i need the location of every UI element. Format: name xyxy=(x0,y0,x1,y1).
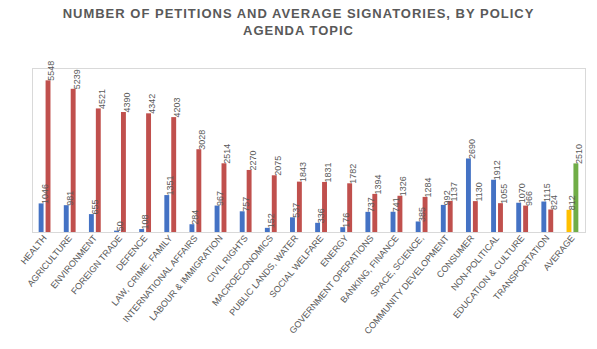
svg-text:SOCIAL WELFARE: SOCIAL WELFARE xyxy=(267,233,325,299)
svg-text:1070: 1070 xyxy=(517,183,528,204)
svg-text:1843: 1843 xyxy=(298,162,308,182)
svg-text:967: 967 xyxy=(215,191,225,206)
svg-text:2690: 2690 xyxy=(467,139,477,159)
svg-text:ENERGY: ENERGY xyxy=(318,233,351,269)
svg-text:537: 537 xyxy=(291,203,301,218)
svg-text:2514: 2514 xyxy=(222,144,232,164)
svg-text:824: 824 xyxy=(549,195,559,210)
svg-text:2510: 2510 xyxy=(574,144,584,164)
svg-text:284: 284 xyxy=(190,210,200,225)
svg-text:1055: 1055 xyxy=(499,184,509,204)
svg-text:336: 336 xyxy=(316,208,326,223)
svg-text:741: 741 xyxy=(391,197,401,212)
svg-text:1326: 1326 xyxy=(398,176,408,196)
svg-text:385: 385 xyxy=(417,207,427,222)
svg-text:DEFENCE: DEFENCE xyxy=(114,233,150,273)
svg-text:TRANSPORTATION: TRANSPORTATION xyxy=(491,233,552,303)
svg-text:1351: 1351 xyxy=(165,176,175,196)
svg-text:812: 812 xyxy=(567,195,577,210)
svg-text:HEALTH: HEALTH xyxy=(18,233,49,267)
svg-text:PUBLIC LANDS, WATER: PUBLIC LANDS, WATER xyxy=(227,233,301,318)
svg-text:1782: 1782 xyxy=(348,164,358,184)
svg-text:AVERAGE: AVERAGE xyxy=(541,233,576,272)
svg-text:1115: 1115 xyxy=(542,183,553,202)
svg-text:5548: 5548 xyxy=(46,61,56,81)
svg-text:737: 737 xyxy=(366,197,376,212)
svg-text:1284: 1284 xyxy=(423,177,433,197)
svg-text:COMMUNITY DEVELOPMENT: COMMUNITY DEVELOPMENT xyxy=(362,233,451,336)
svg-text:BANKING, FINANCE: BANKING, FINANCE xyxy=(338,233,401,305)
svg-text:4390: 4390 xyxy=(122,92,132,112)
svg-text:GOVERNMENT OPERATIONS: GOVERNMENT OPERATIONS xyxy=(287,233,376,336)
svg-text:ENVIRONMENT: ENVIRONMENT xyxy=(48,233,100,291)
svg-text:4342: 4342 xyxy=(147,94,157,114)
svg-text:NON-POLITICAL: NON-POLITICAL xyxy=(449,233,502,293)
svg-text:5239: 5239 xyxy=(72,69,82,89)
svg-text:1130: 1130 xyxy=(474,182,484,201)
svg-text:CONSUMER: CONSUMER xyxy=(434,233,477,280)
svg-text:4203: 4203 xyxy=(172,98,182,118)
svg-text:1394: 1394 xyxy=(373,174,383,194)
svg-text:2270: 2270 xyxy=(247,150,257,170)
svg-text:152: 152 xyxy=(266,213,276,228)
svg-text:176: 176 xyxy=(341,213,351,228)
svg-text:50: 50 xyxy=(115,221,125,231)
svg-text:966: 966 xyxy=(524,191,534,206)
svg-text:1912: 1912 xyxy=(492,160,502,180)
svg-text:LAW, CRIME, FAMILY: LAW, CRIME, FAMILY xyxy=(109,233,175,308)
svg-text:1046: 1046 xyxy=(39,184,49,204)
svg-text:1137: 1137 xyxy=(449,182,459,201)
svg-text:FOREIGN TRADE: FOREIGN TRADE xyxy=(69,233,125,297)
svg-text:MACROECONOMICS: MACROECONOMICS xyxy=(210,233,275,308)
svg-text:1831: 1831 xyxy=(323,162,333,182)
svg-text:2075: 2075 xyxy=(273,156,283,176)
svg-text:992: 992 xyxy=(441,190,452,206)
svg-text:757: 757 xyxy=(241,197,251,212)
svg-text:AGRICULTURE: AGRICULTURE xyxy=(25,233,74,288)
svg-text:108: 108 xyxy=(140,215,150,230)
svg-text:CIVIL RIGHTS: CIVIL RIGHTS xyxy=(204,233,250,285)
svg-text:EDUCATION & CULTURE: EDUCATION & CULTURE xyxy=(451,233,527,321)
svg-text:981: 981 xyxy=(65,191,75,206)
svg-text:SPACE, SCIENCE,: SPACE, SCIENCE, xyxy=(368,233,426,299)
html-text:NUMBER OF PETITIONS AND AVERAG: NUMBER OF PETITIONS AND AVERAGE SIGNATOR… xyxy=(62,6,535,38)
svg-text:3028: 3028 xyxy=(197,130,207,150)
svg-text:LABOUR & IMMIGRATION: LABOUR & IMMIGRATION xyxy=(147,233,225,323)
svg-text:INTERNATIONAL AFFAIRS: INTERNATIONAL AFFAIRS xyxy=(120,233,200,325)
svg-text:655: 655 xyxy=(90,200,100,215)
svg-text:4521: 4521 xyxy=(97,89,107,109)
